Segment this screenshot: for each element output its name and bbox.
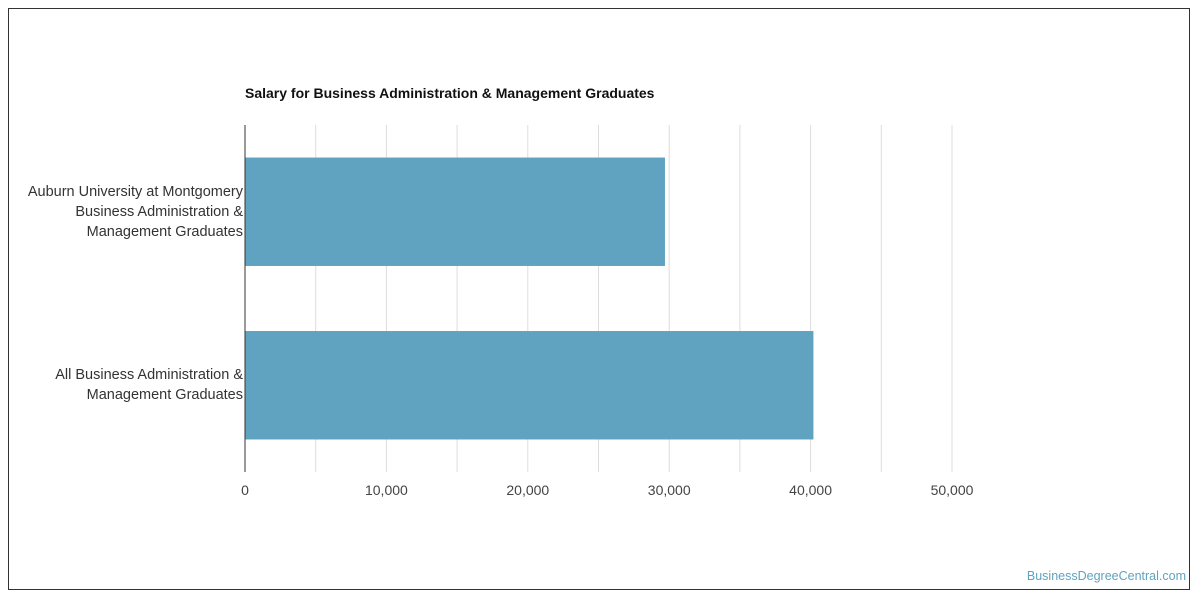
bars (245, 157, 814, 440)
x-axis-ticks: 0 10,000 20,000 30,000 40,000 50,000 (241, 482, 974, 498)
category-label-1: All Business Administration & Management … (55, 365, 243, 405)
x-tick-label: 0 (241, 482, 249, 498)
category-label-0: Auburn University at Montgomery Business … (28, 182, 243, 242)
watermark: BusinessDegreeCentral.com (1026, 569, 1186, 583)
x-tick-label: 50,000 (931, 482, 974, 498)
x-tick-label: 10,000 (365, 482, 408, 498)
category-label-line: Auburn University at Montgomery (27, 183, 243, 200)
chart-title: Salary for Business Administration & Man… (245, 85, 655, 101)
category-label-line: Business Administration & (75, 203, 243, 220)
x-tick-label: 30,000 (648, 482, 691, 498)
x-tick-label: 20,000 (506, 482, 549, 498)
bar-1 (245, 331, 814, 440)
category-label-line: Management Graduates (86, 223, 243, 240)
category-label-line: All Business Administration & (55, 367, 243, 384)
bar-0 (245, 157, 665, 266)
category-label-line: Management Graduates (86, 387, 243, 404)
x-tick-label: 40,000 (789, 482, 832, 498)
